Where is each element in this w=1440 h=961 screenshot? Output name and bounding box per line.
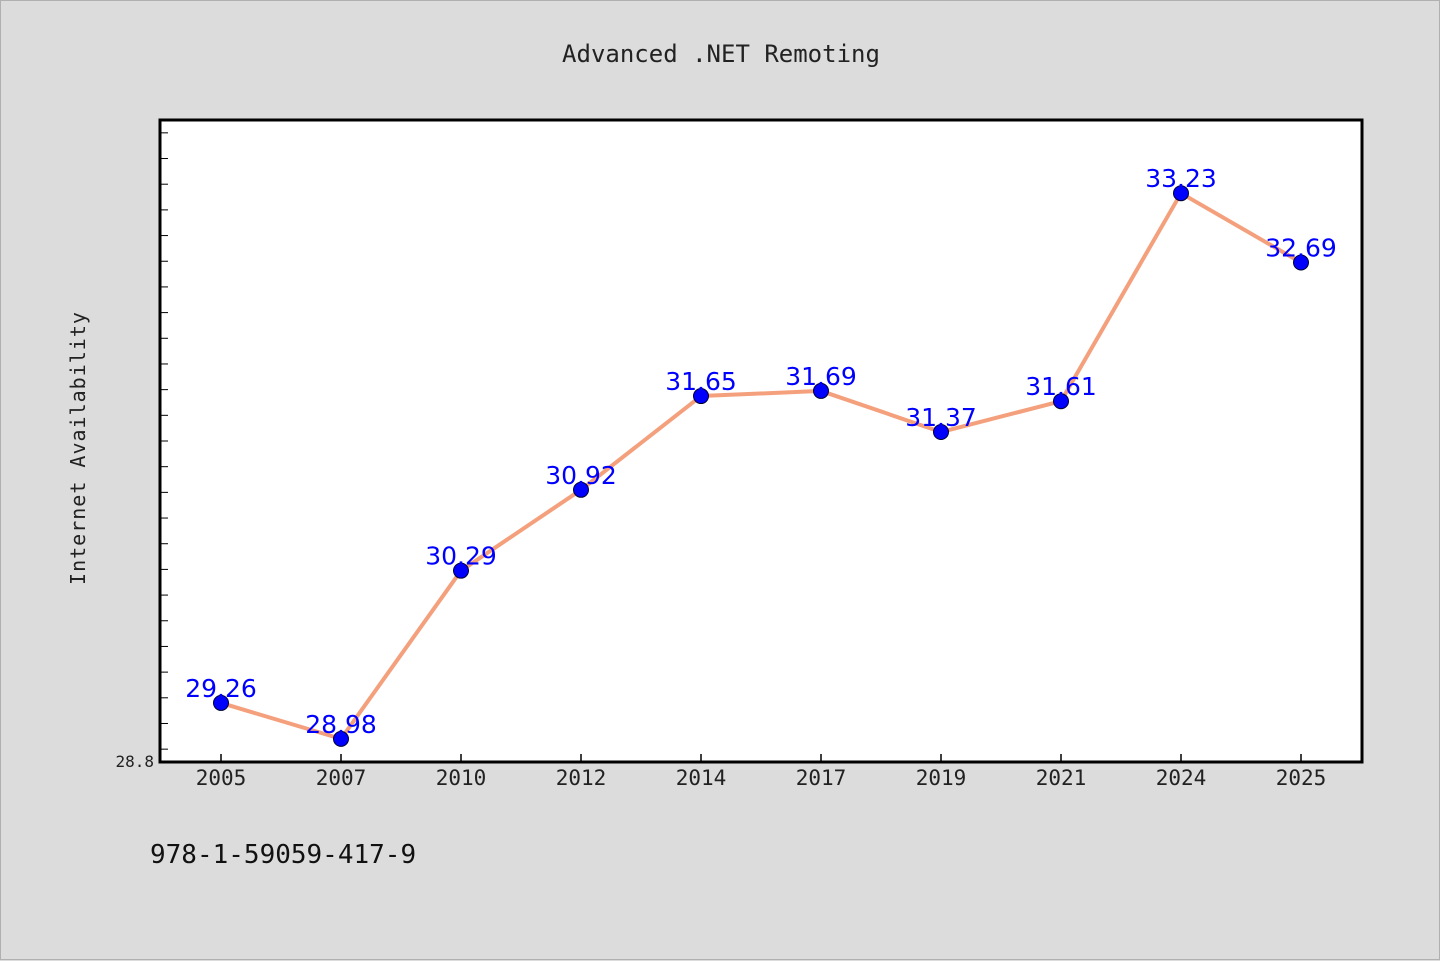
x-tick-label: 2010 [436,766,487,790]
x-tick-label: 2005 [196,766,247,790]
data-label: 33.23 [1145,164,1217,193]
series-markers [213,185,1309,747]
x-tick-label: 2019 [916,766,967,790]
data-label: 31.65 [665,367,737,396]
data-label: 31.61 [1025,372,1097,401]
series-line [220,191,1303,741]
data-label: 30.29 [425,542,497,571]
data-label: 31.37 [905,403,977,432]
data-point [1053,393,1069,410]
data-point [813,382,829,399]
data-label: 29.26 [185,674,257,703]
data-point [1293,254,1309,271]
x-tick-label: 2017 [796,766,847,790]
data-point [453,562,469,579]
data-label: 31.69 [785,362,857,391]
data-point [333,730,349,747]
data-label: 30.92 [545,461,617,490]
data-point [213,694,229,711]
data-label: 28.98 [305,710,377,739]
x-tick-label: 2012 [556,766,607,790]
x-tick-label: 2021 [1036,766,1087,790]
plot-area [158,118,1364,764]
chart-title: Advanced .NET Remoting [562,40,880,68]
x-axis-tick-labels: 2005 2007 2010 2012 2014 2017 2019 2021 2024 2025 [196,766,1327,790]
data-point [693,388,709,405]
data-point [573,481,589,498]
data-labels: 29.26 28.98 30.29 30.92 31.65 31.69 31.37 31.61… [185,164,1337,739]
data-point [933,424,949,441]
x-tick-label: 2024 [1156,766,1207,790]
isbn-note: 978-1-59059-417-9 [150,840,416,870]
series-lines [220,191,1303,741]
data-point [1173,185,1189,202]
x-tick-label: 2007 [316,766,367,790]
data-label: 32.69 [1265,234,1337,263]
y-axis-label: Internet Availability [66,311,90,585]
x-tick-label: 2025 [1276,766,1327,790]
x-tick-label: 2014 [676,766,727,790]
y-axis-ticks [160,132,168,750]
y-axis-tick-labels: 28.8 [115,752,154,771]
x-axis-ticks [220,754,1302,762]
y-tick-label: 28.8 [115,752,154,771]
